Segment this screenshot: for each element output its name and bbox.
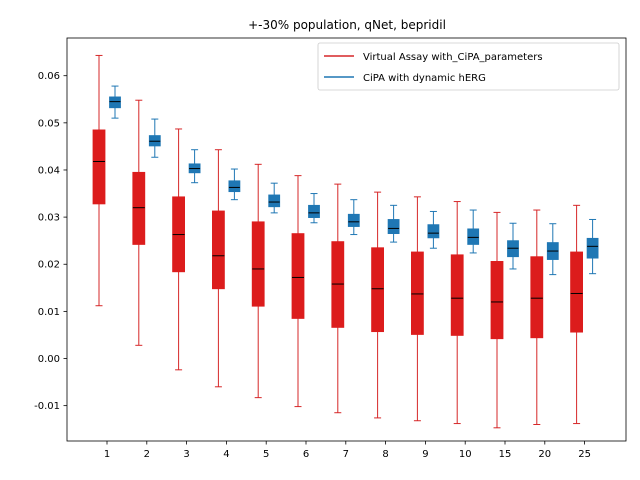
y-tick-label: 0.05 [38, 118, 60, 129]
x-tick-label: 25 [578, 449, 591, 460]
box-6 [291, 175, 305, 408]
box-15 [490, 211, 504, 429]
box-iqr [132, 171, 146, 245]
box-iqr [347, 213, 360, 227]
series-cipa [109, 85, 599, 276]
box-iqr [427, 224, 440, 239]
box-2 [148, 118, 161, 158]
box-10 [450, 201, 464, 425]
box-iqr [467, 228, 480, 245]
x-tick-label: 9 [422, 449, 428, 460]
legend-label-virtual-assay: Virtual Assay with_CiPA_parameters [363, 52, 543, 63]
y-tick-label: 0.06 [38, 71, 60, 82]
legend-box [317, 42, 620, 91]
box-iqr [228, 180, 241, 193]
box-iqr [450, 254, 464, 336]
box-6 [308, 193, 320, 224]
y-tick-label: 0.04 [38, 165, 60, 176]
x-tick-label: 6 [303, 449, 309, 460]
box-iqr [251, 221, 265, 307]
legend-label-cipa: CiPA with dynamic hERG [363, 73, 486, 84]
box-9 [410, 196, 424, 422]
box-iqr [586, 237, 599, 259]
box-9 [427, 210, 440, 249]
x-tick-label: 10 [459, 449, 472, 460]
box-iqr [387, 219, 400, 235]
series-virtual-assay [92, 54, 583, 429]
box-iqr [308, 204, 320, 218]
box-25 [570, 204, 583, 425]
chart-title: +-30% population, qNet, bepridil [248, 18, 446, 32]
box-3 [172, 128, 186, 371]
box-iqr [92, 129, 106, 205]
x-tick-label: 20 [538, 449, 551, 460]
box-iqr [530, 256, 544, 339]
box-iqr [268, 194, 281, 208]
box-10 [467, 209, 480, 254]
box-iqr [109, 96, 121, 109]
box-5 [268, 182, 281, 214]
y-tick-label: 0.03 [38, 213, 60, 224]
box-1 [109, 85, 121, 119]
x-axis: 1 2 3 4 5 6 7 8 9 10 15 20 25 [104, 441, 591, 460]
box-5 [251, 163, 265, 399]
y-tick-label: 0.00 [38, 354, 60, 365]
y-tick-label: 0.02 [38, 260, 60, 271]
box-20 [530, 209, 544, 426]
box-7 [331, 183, 345, 414]
plot-area-frame [66, 37, 627, 442]
box-1 [92, 54, 106, 307]
y-axis: -0.01 0.00 0.01 0.02 0.03 0.04 0.05 0.06 [34, 71, 67, 412]
box-2 [132, 99, 146, 346]
box-25 [586, 218, 599, 275]
box-3 [188, 149, 201, 184]
x-tick-label: 8 [382, 449, 388, 460]
x-tick-label: 2 [144, 449, 150, 460]
x-tick-label: 7 [343, 449, 349, 460]
y-tick-label: 0.01 [38, 307, 60, 318]
box-8 [387, 204, 400, 243]
box-iqr [211, 210, 225, 290]
x-tick-label: 3 [183, 449, 189, 460]
box-iqr [570, 251, 583, 333]
box-iqr [490, 261, 504, 340]
box-20 [546, 223, 559, 276]
legend: Virtual Assay with_CiPA_parameters CiPA … [317, 42, 620, 91]
box-7 [347, 199, 360, 236]
box-4 [211, 149, 225, 388]
x-tick-label: 5 [263, 449, 269, 460]
box-iqr [410, 251, 424, 335]
box-15 [507, 222, 519, 270]
box-iqr [291, 233, 305, 319]
x-tick-label: 1 [104, 449, 110, 460]
box-4 [228, 168, 241, 201]
y-tick-label: -0.01 [34, 401, 60, 412]
x-tick-label: 15 [499, 449, 512, 460]
box-8 [371, 191, 385, 419]
box-series-group [92, 54, 599, 429]
box-iqr [371, 247, 385, 333]
x-tick-label: 4 [223, 449, 229, 460]
